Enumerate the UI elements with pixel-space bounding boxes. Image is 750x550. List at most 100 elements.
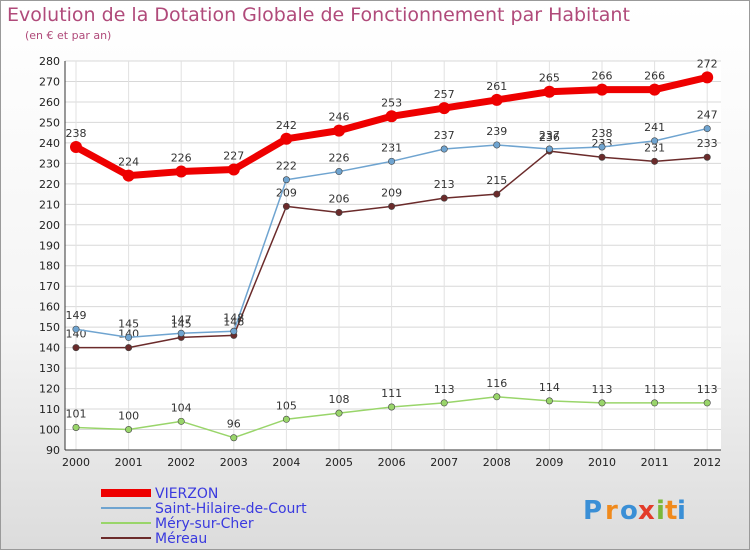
- y-tick-label: 170: [39, 280, 60, 293]
- data-point: [177, 417, 185, 425]
- x-tick-label: 2001: [115, 456, 143, 469]
- data-label: 239: [486, 125, 507, 138]
- legend-label: Saint-Hilaire-de-Court: [155, 501, 307, 517]
- data-label: 231: [644, 141, 665, 154]
- data-point: [388, 403, 396, 411]
- data-point: [335, 409, 343, 417]
- data-point: [282, 415, 290, 423]
- y-tick-label: 180: [39, 260, 60, 273]
- data-point: [388, 157, 396, 165]
- y-tick-label: 140: [39, 342, 60, 355]
- logo-letter: r: [605, 496, 618, 526]
- data-point: [438, 102, 451, 115]
- logo-letter: t: [665, 496, 677, 526]
- data-label: 237: [539, 129, 560, 142]
- plot-area: [65, 61, 721, 450]
- data-point: [122, 169, 135, 182]
- data-point: [703, 125, 711, 133]
- x-tick-label: 2009: [535, 456, 563, 469]
- data-label: 209: [381, 186, 402, 199]
- data-point: [388, 202, 396, 210]
- data-point: [385, 110, 398, 123]
- data-label: 261: [486, 80, 507, 93]
- data-point: [440, 194, 448, 202]
- logo-letter: x: [638, 496, 655, 526]
- data-point: [230, 434, 238, 442]
- data-label: 213: [434, 178, 455, 191]
- x-tick-label: 2011: [641, 456, 669, 469]
- data-point: [280, 132, 293, 145]
- data-label: 116: [486, 377, 507, 390]
- y-tick-label: 120: [39, 383, 60, 396]
- x-tick-label: 2003: [220, 456, 248, 469]
- data-label: 253: [381, 96, 402, 109]
- data-label: 257: [434, 88, 455, 101]
- data-label: 149: [66, 309, 87, 322]
- data-point: [545, 397, 553, 405]
- data-label: 145: [171, 317, 192, 330]
- data-label: 233: [697, 137, 718, 150]
- data-point: [493, 190, 501, 198]
- data-point: [335, 168, 343, 176]
- data-point: [177, 329, 185, 337]
- data-point: [175, 165, 188, 178]
- legend-label: Méreau: [155, 531, 207, 547]
- data-label: 113: [434, 383, 455, 396]
- data-point: [545, 145, 553, 153]
- y-tick-label: 220: [39, 178, 60, 191]
- data-label: 222: [276, 160, 297, 173]
- y-tick-label: 100: [39, 424, 60, 437]
- y-tick-label: 130: [39, 362, 60, 375]
- data-point: [543, 85, 556, 98]
- data-label: 246: [329, 111, 350, 124]
- data-point: [70, 140, 82, 153]
- data-point: [651, 137, 659, 145]
- y-tick-label: 250: [39, 116, 60, 129]
- data-label: 236: [539, 131, 560, 144]
- data-point: [125, 426, 133, 434]
- x-tick-label: 2006: [378, 456, 406, 469]
- data-label: 206: [329, 193, 350, 206]
- data-label: 215: [486, 174, 507, 187]
- data-point: [651, 157, 659, 165]
- data-point: [227, 163, 240, 176]
- y-tick-label: 150: [39, 321, 60, 334]
- data-label: 226: [329, 152, 350, 165]
- data-point: [333, 124, 345, 137]
- data-point: [598, 399, 606, 407]
- x-tick-label: 2012: [693, 456, 721, 469]
- y-tick-label: 210: [39, 198, 60, 211]
- x-tick-label: 2000: [62, 456, 90, 469]
- data-label: 265: [539, 72, 560, 85]
- data-point: [701, 71, 714, 84]
- data-point: [230, 327, 238, 335]
- data-point: [651, 399, 659, 407]
- data-label: 247: [697, 109, 718, 122]
- data-point: [596, 83, 608, 96]
- data-point: [125, 344, 133, 352]
- data-label: 113: [697, 383, 718, 396]
- x-tick-label: 2010: [588, 456, 616, 469]
- data-label: 100: [118, 410, 139, 423]
- y-tick-label: 240: [39, 137, 60, 150]
- y-tick-label: 200: [39, 219, 60, 232]
- data-label: 238: [66, 127, 87, 140]
- data-label: 224: [118, 156, 139, 169]
- data-label: 241: [644, 121, 665, 134]
- data-label: 272: [697, 57, 718, 70]
- data-label: 227: [223, 150, 244, 163]
- logo-letter: i: [677, 496, 686, 526]
- data-label: 105: [276, 399, 297, 412]
- data-label: 242: [276, 119, 297, 132]
- data-point: [493, 393, 501, 401]
- logo-letter: i: [656, 496, 665, 526]
- data-label: 113: [592, 383, 613, 396]
- data-point: [648, 83, 661, 96]
- data-label: 266: [592, 70, 613, 83]
- data-label: 140: [66, 328, 87, 341]
- chart-subtitle: (en € et par an): [25, 29, 112, 42]
- x-tick-label: 2008: [483, 456, 511, 469]
- data-label: 113: [644, 383, 665, 396]
